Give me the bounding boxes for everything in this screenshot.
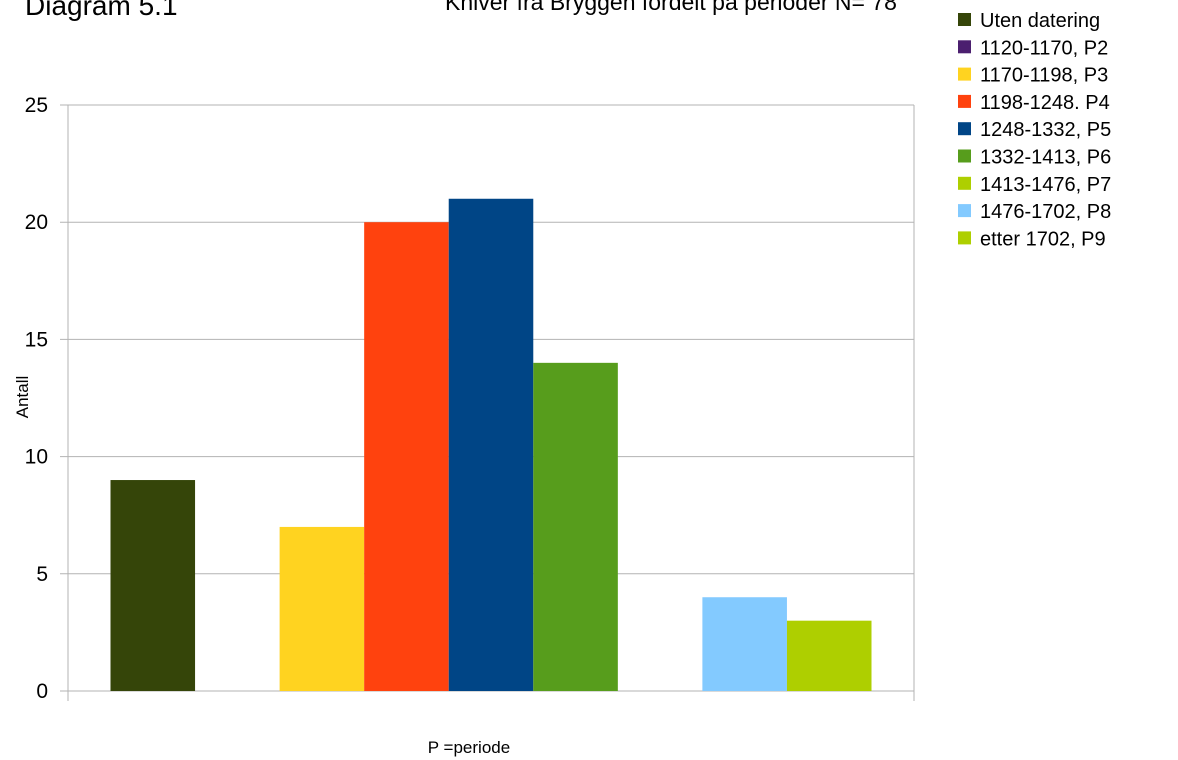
- legend-label: 1413-1476, P7: [980, 174, 1111, 196]
- legend-label: 1198-1248. P4: [980, 92, 1110, 114]
- y-tick-labels: 0 5 10 15 20 25: [25, 94, 48, 703]
- legend-label: 1476-1702, P8: [980, 201, 1111, 223]
- legend-swatch: [958, 204, 971, 218]
- y-tick-label: 0: [36, 680, 48, 703]
- bar: [364, 222, 449, 691]
- y-tick-label: 10: [25, 446, 48, 469]
- legend-swatch: [958, 149, 971, 163]
- legend-label: Uten datering: [980, 10, 1100, 32]
- legend-label: 1120-1170, P2: [980, 37, 1108, 59]
- legend-swatch: [958, 176, 971, 190]
- bar: [448, 198, 534, 691]
- legend-label: etter 1702, P9: [980, 228, 1106, 250]
- legend-swatch: [958, 122, 971, 136]
- bar: [786, 620, 872, 691]
- bar: [110, 480, 196, 691]
- legend-label: 1332-1413, P6: [980, 147, 1111, 169]
- bar: [533, 362, 618, 691]
- legend-swatch: [958, 13, 971, 26]
- chart-title: Kniver fra Bryggen fordelt på perioder N…: [445, 0, 897, 15]
- bar: [702, 597, 787, 691]
- legend-label: 1248-1332, P5: [980, 119, 1111, 141]
- legend-swatch: [958, 231, 971, 245]
- x-axis-title: P =periode: [428, 738, 510, 757]
- legend-swatch: [958, 94, 971, 108]
- bar: [279, 526, 365, 691]
- y-tick-label: 20: [25, 211, 48, 234]
- legend: Uten datering 1120-1170, P2 1170-1198, P3 1…: [958, 10, 1111, 250]
- bars: [110, 198, 872, 691]
- legend-swatch: [958, 40, 971, 54]
- y-tick-label: 25: [25, 94, 48, 117]
- y-tick-label: 15: [25, 328, 48, 351]
- legend-swatch: [958, 67, 971, 81]
- legend-label: 1170-1198, P3: [980, 65, 1108, 87]
- diagram-label: Diagram 5.1: [25, 0, 178, 21]
- axes: [67, 105, 915, 701]
- y-tick-label: 5: [36, 563, 48, 586]
- y-axis-title: Antall: [13, 376, 32, 419]
